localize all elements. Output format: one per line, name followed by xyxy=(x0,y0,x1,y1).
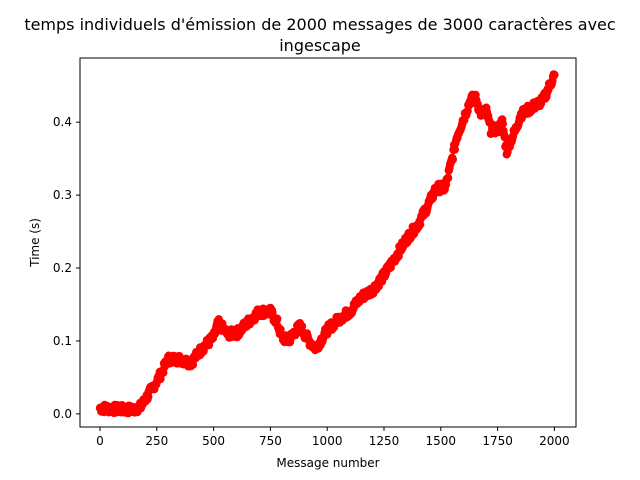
x-tick-label: 2000 xyxy=(539,434,570,448)
y-axis-label: Time (s) xyxy=(28,218,42,268)
data-point xyxy=(273,314,282,323)
y-tick-label: 0.4 xyxy=(53,115,72,129)
x-tick-label: 250 xyxy=(145,434,168,448)
x-tick-label: 1250 xyxy=(369,434,400,448)
data-point xyxy=(498,119,507,128)
chart-title-line1: temps individuels d'émission de 2000 mes… xyxy=(24,15,616,34)
x-tick-label: 500 xyxy=(202,434,225,448)
x-tick-label: 1000 xyxy=(312,434,343,448)
chart-title-line2: ingescape xyxy=(279,36,361,55)
data-points xyxy=(95,70,559,418)
x-tick-label: 1750 xyxy=(482,434,513,448)
y-axis-ticks: 0.0 0.1 0.2 0.3 0.4 xyxy=(53,115,80,421)
x-tick-label: 1500 xyxy=(426,434,457,448)
x-tick-label: 750 xyxy=(259,434,282,448)
data-point xyxy=(550,70,559,80)
x-axis-ticks: 0 250 500 750 1000 1250 1500 1750 2000 xyxy=(96,427,570,448)
y-tick-label: 0.2 xyxy=(53,261,72,275)
data-point xyxy=(448,155,457,164)
data-point xyxy=(450,145,459,154)
x-tick-label: 0 xyxy=(96,434,104,448)
x-axis-label: Message number xyxy=(276,456,379,470)
y-tick-label: 0.1 xyxy=(53,334,72,348)
data-point xyxy=(443,173,453,183)
y-tick-label: 0.3 xyxy=(53,188,72,202)
y-tick-label: 0.0 xyxy=(53,407,72,421)
plot-frame xyxy=(79,57,577,428)
